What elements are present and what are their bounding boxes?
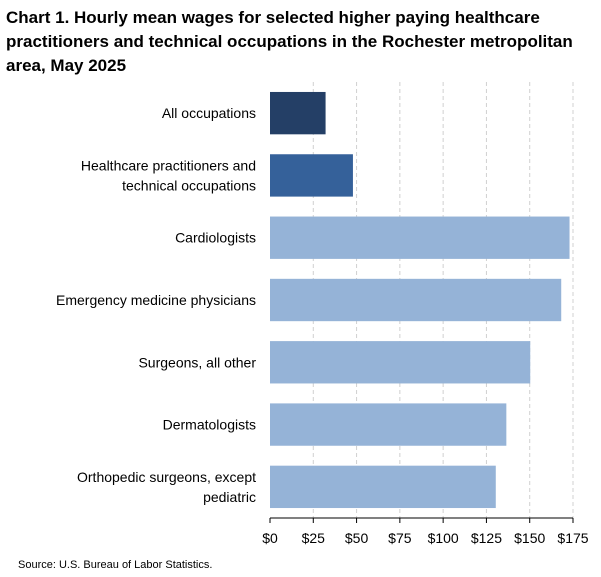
- bar: [270, 341, 531, 384]
- category-label: Dermatologists: [163, 417, 256, 433]
- x-tick-label: $50: [345, 530, 369, 546]
- category-label: Cardiologists: [175, 230, 256, 246]
- bar: [270, 403, 507, 446]
- bar: [270, 154, 353, 197]
- category-label: Orthopedic surgeons, except pediatric: [77, 469, 256, 505]
- chart-title: Chart 1. Hourly mean wages for selected …: [6, 8, 573, 75]
- bar: [270, 216, 570, 259]
- bars: [270, 91, 570, 509]
- x-tick-label: $100: [428, 530, 459, 546]
- x-tick-label: $150: [514, 530, 545, 546]
- category-labels: All occupations Healthcare practitioners …: [56, 105, 256, 505]
- category-label: Emergency medicine physicians: [56, 292, 256, 308]
- x-tick-label: $0: [262, 530, 278, 546]
- x-tick-label: $125: [471, 530, 502, 546]
- bar: [270, 91, 326, 135]
- category-label: Surgeons, all other: [138, 354, 256, 370]
- x-tick-label: $75: [388, 530, 412, 546]
- x-tick-label: $25: [302, 530, 326, 546]
- bar: [270, 465, 496, 509]
- category-label: Healthcare practitioners and technical oc…: [81, 157, 256, 193]
- category-label: All occupations: [162, 105, 256, 121]
- x-tick-label: $175: [557, 530, 588, 546]
- source-note: Source: U.S. Bureau of Labor Statistics.: [18, 559, 213, 571]
- bar: [270, 278, 562, 322]
- x-axis: $0 $25 $50 $75 $100 $125 $150 $175: [262, 517, 589, 546]
